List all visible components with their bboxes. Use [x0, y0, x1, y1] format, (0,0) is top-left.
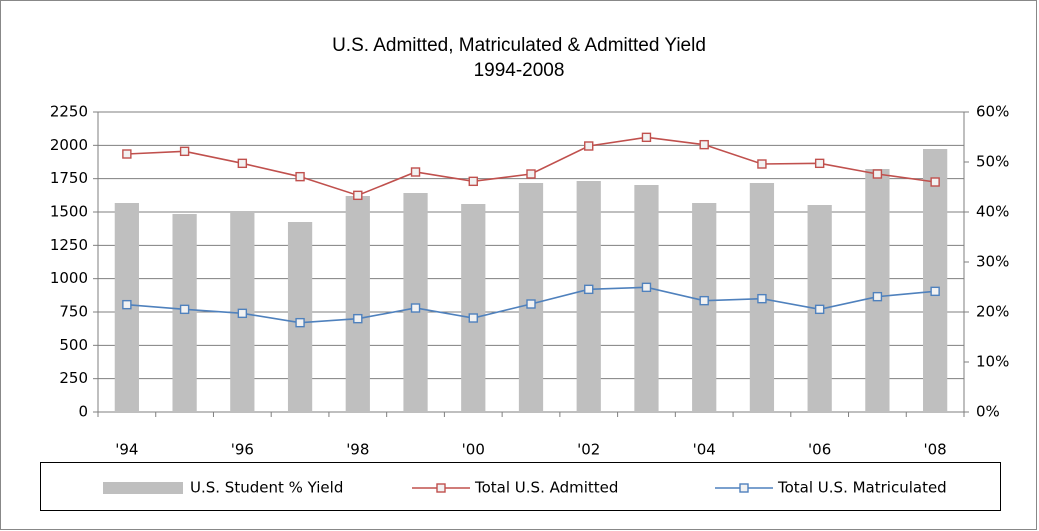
marker: [295, 171, 305, 182]
marker: [526, 299, 536, 309]
y-tick-label: 1500: [50, 203, 88, 221]
marker: [353, 313, 363, 324]
x-tick-label: '00: [462, 441, 485, 459]
bar: [634, 185, 659, 412]
y-tick-label: 1750: [50, 169, 88, 187]
x-tick-label: '96: [231, 441, 254, 459]
bar: [923, 149, 948, 412]
marker: [872, 291, 883, 302]
bar: [345, 196, 370, 412]
y2-tick-label: 10%: [976, 353, 1009, 371]
marker: [930, 177, 940, 187]
marker: [757, 293, 767, 304]
x-tick-label: '02: [577, 441, 600, 459]
legend-label: Total U.S. Matriculated: [777, 479, 947, 497]
bar: [865, 169, 890, 412]
marker: [641, 132, 652, 143]
bar: [692, 203, 717, 412]
legend-swatch: [103, 482, 183, 494]
y-tick-label: 1000: [50, 269, 88, 287]
chart-title: U.S. Admitted, Matriculated & Admitted Y…: [332, 35, 706, 56]
bar: [403, 193, 428, 412]
marker: [699, 295, 709, 306]
bar: [576, 181, 601, 412]
marker: [410, 167, 421, 177]
marker: [641, 282, 652, 293]
x-tick-label: '08: [924, 441, 947, 459]
y2-tick-label: 30%: [976, 253, 1009, 271]
marker: [122, 149, 132, 159]
marker: [179, 146, 190, 157]
x-tick-label: '04: [693, 441, 716, 459]
marker: [814, 158, 825, 169]
y-tick-label: 0: [78, 403, 88, 421]
marker: [930, 286, 940, 297]
marker: [122, 299, 132, 310]
marker: [699, 139, 709, 150]
bar: [287, 222, 313, 412]
marker: [872, 169, 883, 179]
y-tick-label: 750: [59, 303, 88, 321]
marker: [295, 317, 305, 328]
legend-box: [40, 462, 1001, 511]
marker: [468, 313, 478, 323]
marker: [237, 158, 248, 169]
legend-label: Total U.S. Admitted: [474, 479, 618, 497]
y-tick-label: 1250: [50, 236, 88, 254]
marker: [468, 176, 478, 187]
marker: [353, 190, 363, 201]
y2-tick-label: 40%: [976, 203, 1009, 221]
y-tick-label: 2000: [50, 136, 88, 154]
legend-marker: [739, 483, 749, 493]
y2-tick-label: 50%: [976, 153, 1009, 171]
marker: [179, 304, 190, 315]
y-tick-label: 500: [59, 336, 88, 354]
x-tick-label: '94: [115, 441, 138, 459]
marker: [584, 284, 594, 295]
x-tick-label: '06: [808, 441, 831, 459]
y-tick-label: 250: [59, 369, 88, 387]
y2-tick-label: 20%: [976, 303, 1009, 321]
legend-marker: [436, 483, 446, 493]
marker: [757, 159, 767, 169]
bar: [518, 183, 544, 412]
y2-tick-label: 0%: [976, 403, 1000, 421]
marker: [410, 303, 421, 313]
chart-subtitle: 1994-2008: [474, 60, 565, 81]
x-tick-label: '98: [346, 441, 369, 459]
y2-tick-label: 60%: [976, 103, 1009, 121]
marker: [584, 141, 594, 151]
marker: [526, 169, 536, 179]
marker: [814, 304, 825, 315]
marker: [237, 308, 248, 319]
bar: [461, 204, 486, 412]
y-tick-label: 2250: [50, 103, 88, 121]
legend-label: U.S. Student % Yield: [190, 479, 343, 497]
